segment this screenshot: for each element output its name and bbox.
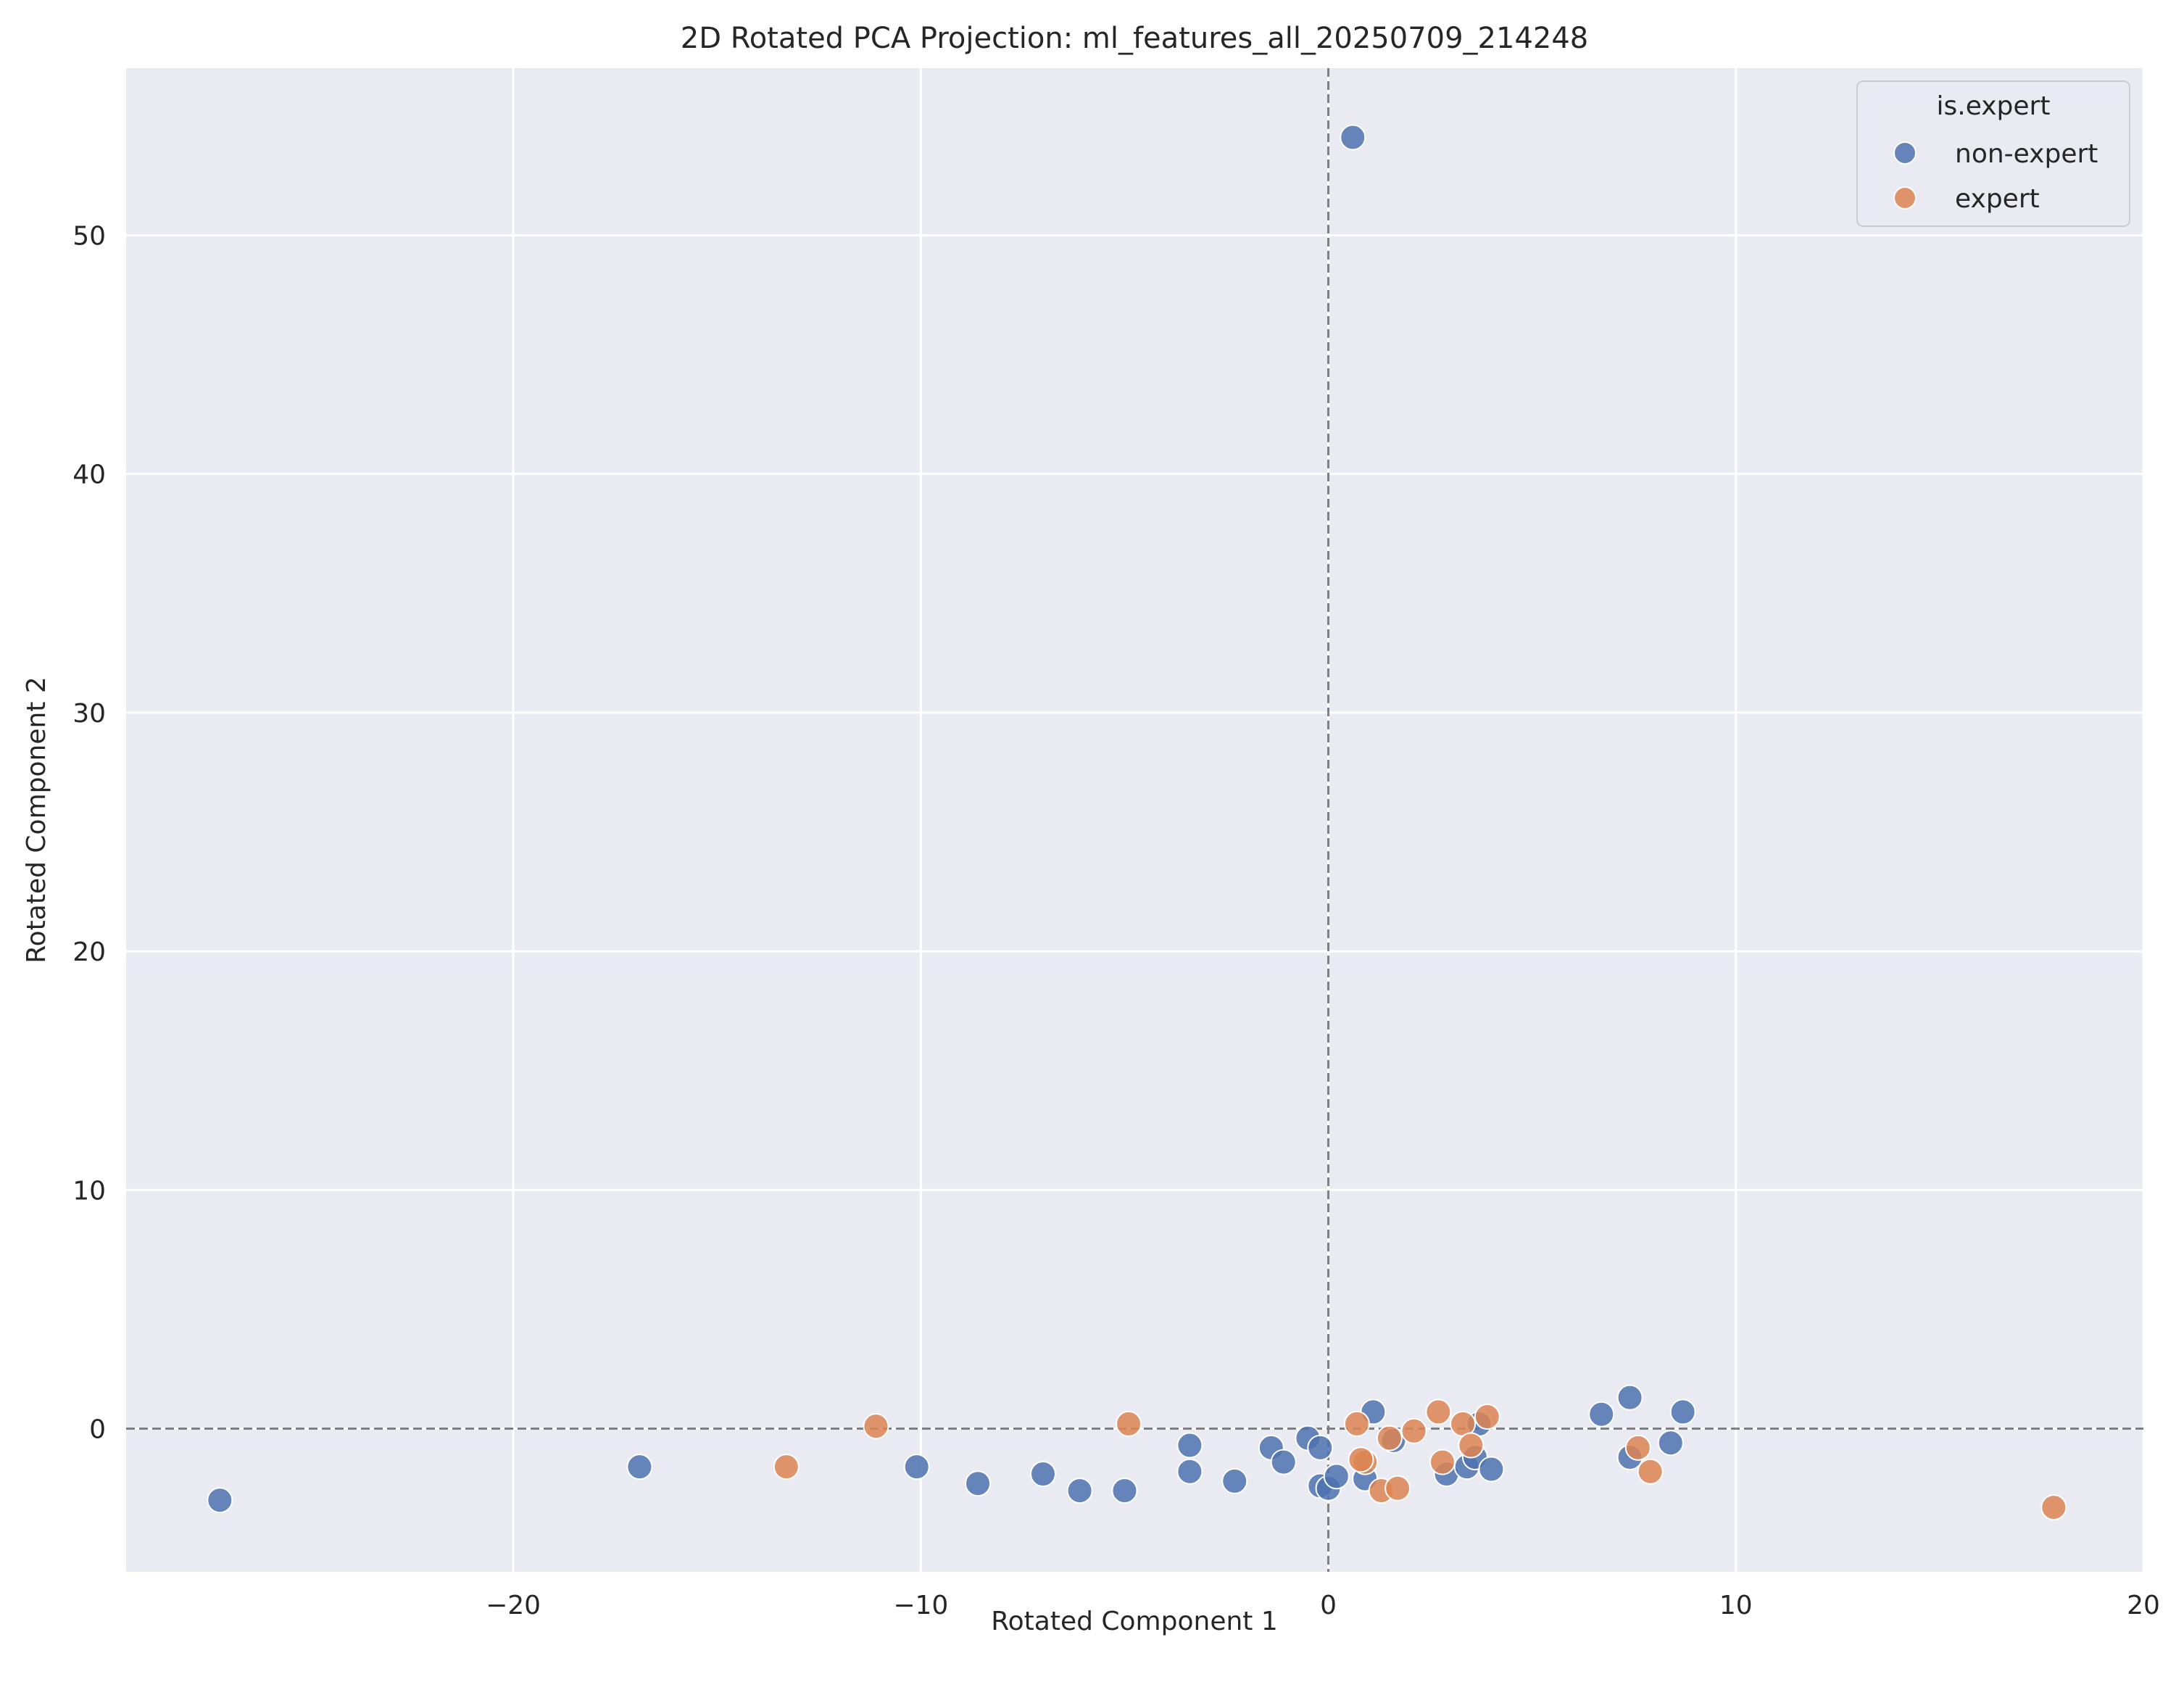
point-expert <box>1425 1399 1452 1425</box>
y-tick-label: 30 <box>72 699 106 729</box>
point-expert <box>1429 1449 1456 1475</box>
x-tick-label: −20 <box>486 1591 541 1620</box>
y-tick-label: 50 <box>72 221 106 251</box>
x-axis-label: Rotated Component 1 <box>991 1607 1278 1636</box>
point-non-expert <box>207 1487 233 1514</box>
point-non-expert <box>1307 1434 1334 1461</box>
legend-box <box>1856 80 2130 227</box>
point-expert <box>1624 1434 1651 1461</box>
legend: is.expert non-expert expert <box>1856 80 2130 227</box>
point-non-expert <box>1111 1478 1138 1504</box>
point-expert <box>1474 1404 1500 1430</box>
point-non-expert <box>1176 1432 1203 1459</box>
point-non-expert <box>1066 1478 1093 1504</box>
y-tick-label: 40 <box>72 460 106 490</box>
x-tick-label: 20 <box>2127 1591 2160 1620</box>
point-non-expert <box>1030 1461 1056 1488</box>
y-tick-label: 10 <box>72 1176 106 1206</box>
legend-title: is.expert <box>1937 91 2051 121</box>
x-tick-label: −10 <box>893 1591 948 1620</box>
point-expert <box>773 1454 800 1480</box>
point-non-expert <box>1270 1449 1297 1475</box>
point-expert <box>863 1413 889 1440</box>
point-expert <box>1116 1410 1142 1437</box>
y-axis-label: Rotated Component 2 <box>22 676 51 964</box>
point-non-expert <box>1616 1384 1643 1411</box>
point-non-expert <box>965 1470 992 1497</box>
point-expert <box>1348 1446 1374 1473</box>
y-tick-label: 0 <box>89 1414 106 1444</box>
legend-label-non-expert: non-expert <box>1955 139 2098 169</box>
y-tick-labels: 0 10 20 30 40 50 <box>72 221 106 1444</box>
point-expert <box>1376 1425 1403 1451</box>
chart-title: 2D Rotated PCA Projection: ml_features_a… <box>681 22 1589 55</box>
plot-area <box>126 68 2143 1572</box>
point-expert <box>1637 1458 1664 1485</box>
point-non-expert <box>1176 1458 1203 1485</box>
point-non-expert <box>1478 1456 1505 1483</box>
point-non-expert <box>903 1454 930 1480</box>
point-expert <box>1458 1432 1485 1459</box>
point-non-expert <box>1340 124 1366 151</box>
point-expert <box>2040 1494 2067 1521</box>
legend-marker-expert <box>1893 186 1917 210</box>
point-expert <box>1343 1410 1370 1437</box>
point-non-expert <box>1669 1399 1696 1425</box>
point-non-expert <box>1221 1467 1248 1494</box>
legend-marker-non-expert <box>1893 141 1917 165</box>
x-tick-labels: −20 −10 0 10 20 <box>486 1591 2160 1620</box>
y-tick-label: 20 <box>72 937 106 967</box>
x-tick-label: 10 <box>1719 1591 1753 1620</box>
point-expert <box>1384 1475 1411 1501</box>
legend-label-expert: expert <box>1955 184 2040 214</box>
point-non-expert <box>1657 1430 1684 1457</box>
point-expert <box>1400 1417 1427 1444</box>
point-non-expert <box>626 1454 653 1480</box>
data-points <box>207 124 2067 1521</box>
x-tick-label: 0 <box>1320 1591 1337 1620</box>
point-non-expert <box>1588 1401 1615 1428</box>
point-non-expert <box>1323 1463 1350 1490</box>
